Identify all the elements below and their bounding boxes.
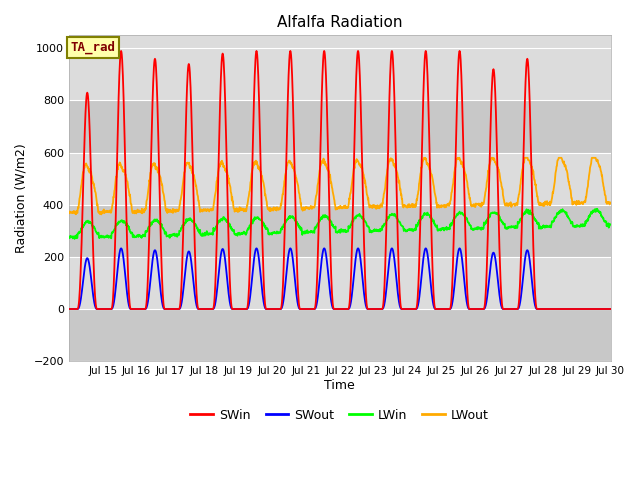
Bar	[69, 257, 611, 309]
Bar	[69, 205, 611, 257]
Bar	[69, 309, 611, 361]
X-axis label: Time: Time	[324, 379, 355, 392]
Bar	[69, 48, 611, 100]
Y-axis label: Radiation (W/m2): Radiation (W/m2)	[15, 144, 28, 253]
Bar	[69, 153, 611, 205]
Legend: SWin, SWout, LWin, LWout: SWin, SWout, LWin, LWout	[186, 404, 494, 427]
Text: TA_rad: TA_rad	[70, 41, 115, 54]
Bar	[69, 100, 611, 153]
Title: Alfalfa Radiation: Alfalfa Radiation	[277, 15, 403, 30]
